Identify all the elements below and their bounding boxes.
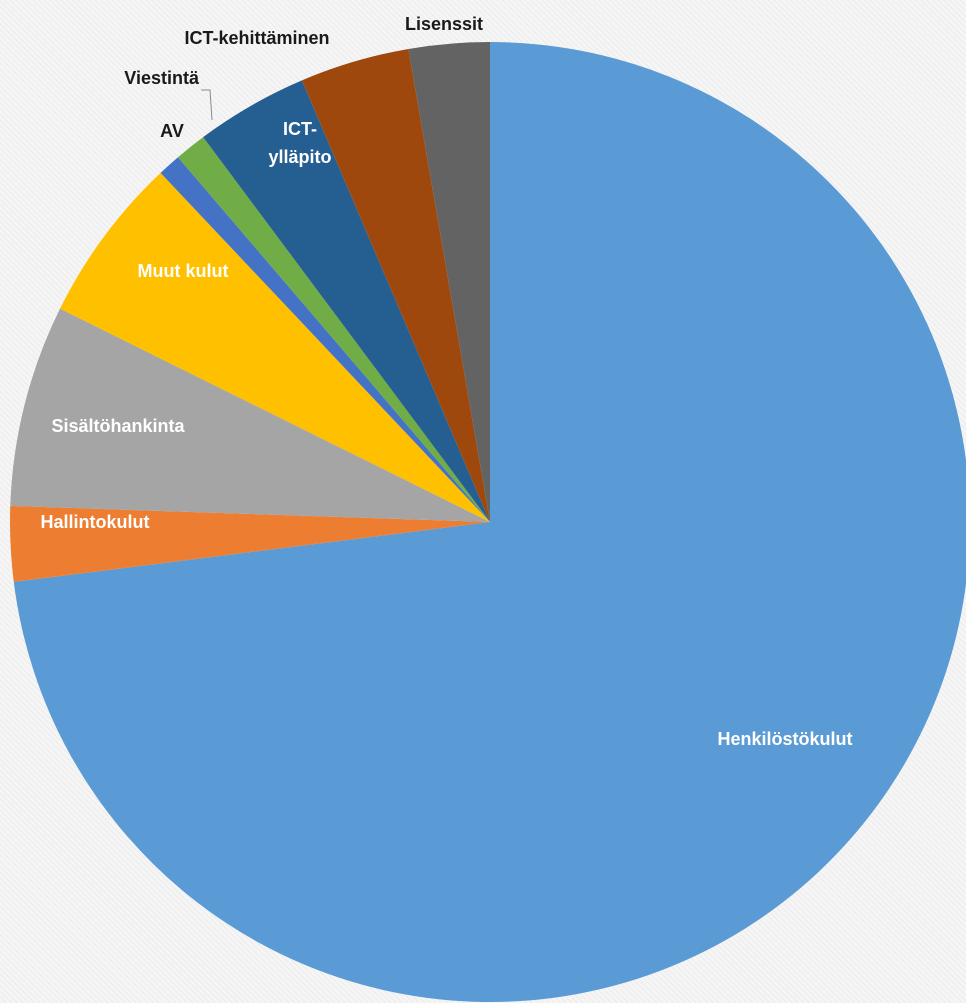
slice-label-muut-kulut: Muut kulut xyxy=(138,261,229,281)
slice-label-henkilostokulut: Henkilöstökulut xyxy=(717,729,852,749)
pie-slice-av xyxy=(160,157,490,522)
pie-slice-hallintokulut xyxy=(10,505,491,582)
pie-slice-lisenssit xyxy=(408,42,490,522)
slice-label-lisenssit: Lisenssit xyxy=(405,14,483,34)
pie-slice-viestinta xyxy=(177,137,491,523)
pie-slice-henkilostokulut xyxy=(13,42,966,1002)
pie-slice-ict-kehittaminen xyxy=(301,48,490,523)
leader-lines xyxy=(201,89,213,121)
pie-slice-sisaltohankinta xyxy=(10,308,490,522)
pie-slice-ict-yllapito xyxy=(203,80,490,523)
pie-slice-muut-kulut xyxy=(60,172,491,522)
slice-label-viestinta: Viestintä xyxy=(124,68,200,88)
slice-label-sisaltohankinta: Sisältöhankinta xyxy=(51,416,185,436)
leader-line-viestinta xyxy=(201,89,213,121)
slice-label-hallintokulut: Hallintokulut xyxy=(41,512,150,532)
slice-labels: Henkilöstökulut Hallintokulut Sisältöhanki… xyxy=(41,14,853,749)
slice-label-av: AV xyxy=(160,121,184,141)
slice-label-ict-kehittaminen: ICT-kehittäminen xyxy=(184,28,329,48)
pie-slices xyxy=(10,42,966,1002)
slice-label-ict-yllapito: ICT-ylläpito xyxy=(268,119,331,167)
